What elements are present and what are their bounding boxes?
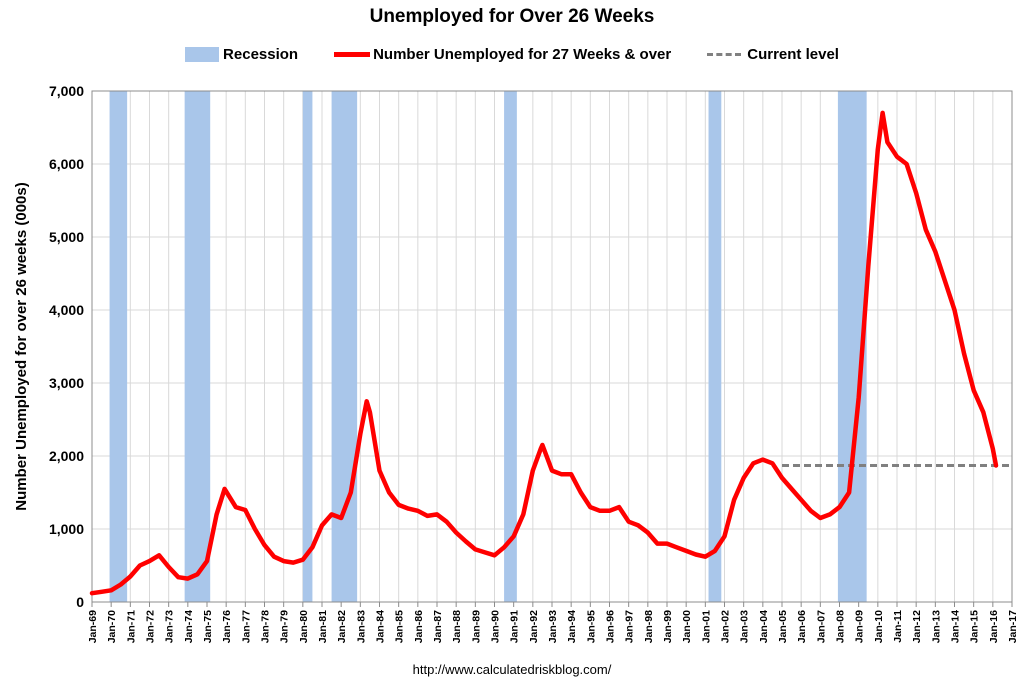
x-tick-label: Jan-01: [700, 610, 712, 643]
x-tick-label: Jan-96: [605, 610, 617, 643]
recession-band: [504, 91, 517, 602]
x-tick-label: Jan-73: [164, 610, 176, 643]
x-tick-label: Jan-78: [260, 610, 272, 643]
recession-band: [708, 91, 722, 602]
recession-band: [184, 91, 211, 602]
x-tick-label: Jan-10: [873, 610, 885, 643]
x-tick-label: Jan-86: [413, 610, 425, 643]
x-tick-label: Jan-75: [202, 610, 214, 643]
x-tick-label: Jan-00: [681, 610, 693, 643]
x-tick-label: Jan-72: [145, 610, 157, 643]
chart-title: Unemployed for Over 26 Weeks: [369, 6, 655, 27]
y-tick-label: 1,000: [49, 521, 84, 537]
series-line-swatch-icon: [334, 52, 371, 57]
x-tick-label: Jan-91: [509, 610, 521, 643]
x-tick-label: Jan-74: [183, 610, 195, 643]
x-tick-label: Jan-70: [106, 610, 118, 643]
current-level-swatch-icon: [707, 53, 742, 56]
x-tick-label: Jan-76: [221, 610, 233, 643]
x-tick-label: Jan-03: [739, 610, 751, 643]
x-tick-label: Jan-79: [279, 610, 291, 643]
x-tick-label: Jan-71: [125, 610, 137, 643]
legend-label-current: Current level: [747, 46, 839, 63]
x-tick-label: Jan-16: [988, 610, 1000, 643]
legend-item-recession: Recession: [185, 46, 298, 63]
recession-swatch-icon: [185, 47, 220, 62]
x-tick-label: Jan-88: [451, 610, 463, 643]
legend: Recession Number Unemployed for 27 Weeks…: [0, 46, 1024, 63]
x-tick-label: Jan-11: [892, 610, 904, 643]
x-tick-label: Jan-98: [643, 610, 655, 643]
x-tick-label: Jan-82: [336, 610, 348, 643]
x-tick-label: Jan-92: [528, 610, 540, 643]
y-tick-label: 2,000: [49, 448, 84, 464]
series-line: [89, 110, 999, 596]
y-tick-label: 7,000: [49, 83, 84, 99]
x-tick-label: Jan-69: [87, 610, 99, 643]
x-tick-label: Jan-80: [298, 610, 310, 643]
x-tick-label: Jan-15: [969, 610, 981, 643]
y-axis-label: Number Unemployed for over 26 weeks (000…: [13, 182, 30, 510]
x-tick-label: Jan-87: [432, 610, 444, 643]
x-tick-label: Jan-94: [566, 610, 578, 643]
x-tick-label: Jan-85: [394, 610, 406, 643]
x-tick-label: Jan-77: [240, 610, 252, 643]
x-tick-label: Jan-06: [796, 610, 808, 643]
x-tick-label: Jan-08: [835, 610, 847, 643]
x-tick-label: Jan-13: [930, 610, 942, 643]
y-tick-label: 0: [76, 594, 84, 610]
x-tick-label: Jan-93: [547, 610, 559, 643]
y-tick-label: 5,000: [49, 229, 84, 245]
x-tick-label: Jan-17: [1007, 610, 1019, 643]
recession-band: [109, 91, 128, 602]
x-tick-label: Jan-95: [585, 610, 597, 643]
y-tick-label: 6,000: [49, 156, 84, 172]
legend-label-series: Number Unemployed for 27 Weeks & over: [373, 46, 672, 63]
x-tick-label: Jan-04: [758, 610, 770, 643]
legend-item-series: Number Unemployed for 27 Weeks & over: [334, 46, 671, 63]
x-tick-label: Jan-12: [911, 610, 923, 643]
x-tick-label: Jan-02: [720, 610, 732, 643]
recession-band: [302, 91, 313, 602]
x-tick-label: Jan-07: [815, 610, 827, 643]
legend-label-recession: Recession: [223, 46, 299, 63]
y-tick-label: 4,000: [49, 302, 84, 318]
x-tick-label: Jan-81: [317, 610, 329, 643]
x-tick-label: Jan-84: [375, 610, 387, 643]
y-tick-label: 3,000: [49, 375, 84, 391]
x-tick-label: Jan-99: [662, 610, 674, 643]
x-tick-label: Jan-89: [470, 610, 482, 643]
x-tick-label: Jan-90: [490, 610, 502, 643]
x-tick-label: Jan-05: [777, 610, 789, 643]
x-tick-label: Jan-14: [950, 610, 962, 643]
x-tick-label: Jan-83: [355, 610, 367, 643]
recession-band: [331, 91, 358, 602]
source-url: http://www.calculatedriskblog.com/: [412, 662, 612, 677]
legend-item-current: Current level: [707, 46, 839, 63]
x-tick-label: Jan-97: [624, 610, 636, 643]
x-tick-label: Jan-09: [854, 610, 866, 643]
